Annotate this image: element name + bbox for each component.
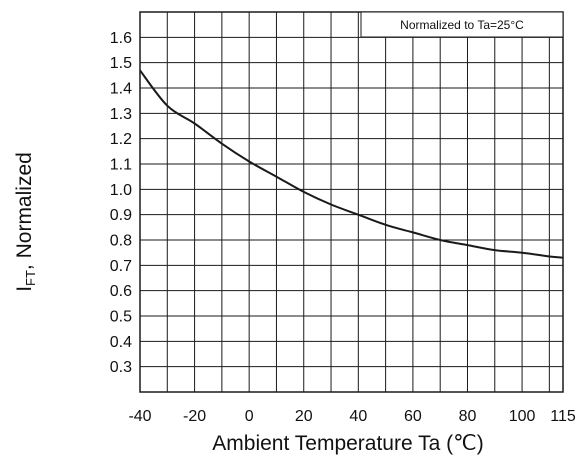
- x-tick-label: 0: [245, 408, 254, 425]
- annotation-box: [360, 11, 564, 38]
- tick-labels: 0.3 0.4 0.5 0.6 0.7 0.8 0.9 1.0 1.1 1.2 1.3 1.4 1.5 1…: [110, 30, 576, 425]
- y-tick-label: 1.2: [110, 131, 132, 148]
- y-tick-label: 0.9: [110, 207, 132, 224]
- y-tick-label: 0.5: [110, 309, 132, 326]
- chart-grid: [140, 12, 563, 392]
- y-tick-label: 1.1: [110, 157, 132, 174]
- y-axis-title-subscript: FT: [23, 270, 38, 286]
- y-tick-label: 1.4: [110, 81, 132, 98]
- y-tick-label: 1.6: [110, 30, 132, 47]
- y-tick-label: 0.4: [110, 334, 132, 351]
- y-tick-label: 0.3: [110, 359, 132, 376]
- x-tick-label: 40: [349, 408, 367, 425]
- x-tick-label: -40: [128, 408, 151, 425]
- plot-frame: [139, 11, 564, 393]
- y-axis-title-main: I: [13, 286, 36, 292]
- y-axis-title-rest: , Normalized: [13, 152, 36, 270]
- x-tick-label: -20: [183, 408, 206, 425]
- y-tick-label: 0.7: [110, 258, 132, 275]
- x-tick-label: 115: [550, 408, 576, 425]
- annotation-text: Normalized to Ta=25°C: [400, 18, 524, 32]
- x-tick-label: 60: [404, 408, 422, 425]
- chart-series: [139, 69, 564, 259]
- y-tick-label: 1.3: [110, 106, 132, 123]
- y-tick-label: 1.5: [110, 55, 132, 72]
- y-axis-title: IFT, Normalized: [13, 152, 38, 292]
- x-axis-title: Ambient Temperature Ta (℃): [212, 432, 483, 455]
- x-tick-label: 20: [295, 408, 313, 425]
- chart-annotation-box: Normalized to Ta=25°C: [360, 11, 564, 38]
- y-tick-label: 0.8: [110, 233, 132, 250]
- y-tick-label: 0.6: [110, 283, 132, 300]
- x-tick-label: 100: [509, 408, 536, 425]
- series-line: [139, 69, 564, 259]
- y-tick-label: 1.0: [110, 182, 132, 199]
- x-tick-label: 80: [459, 408, 477, 425]
